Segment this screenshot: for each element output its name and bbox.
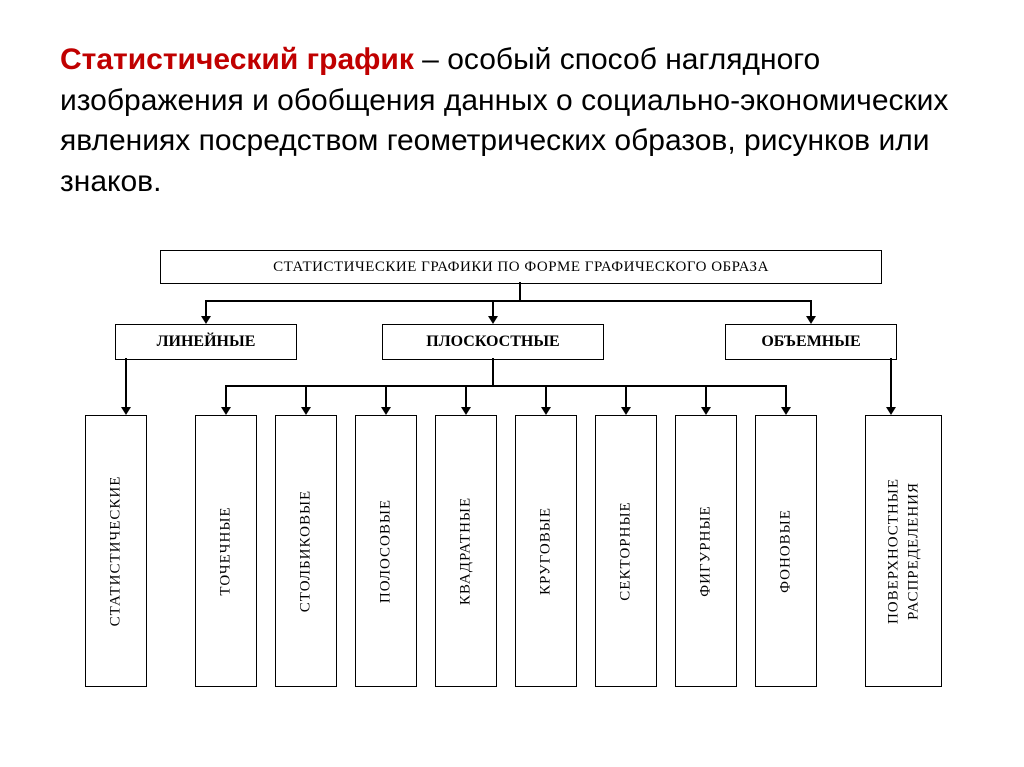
leaf-label: СТАТИСТИЧЕСКИЕ [108,476,125,627]
leaf-label: ФИГУРНЫЕ [698,505,715,596]
leaf-label: СТОЛБИКОВЫЕ [298,490,315,612]
leaf-label: КРУГОВЫЕ [538,507,555,595]
definition-heading: Статистический график – особый способ на… [60,40,970,202]
leaf-node: ПОВЕРХНОСТНЫЕ РАСПРЕДЕЛЕНИЯ [865,415,942,687]
leaf-node: СТОЛБИКОВЫЕ [275,415,337,687]
connector [225,385,785,387]
connector [625,385,627,407]
definition-term: Статистический график [60,43,414,76]
leaf-node: СЕКТОРНЫЕ [595,415,657,687]
connector [705,385,707,407]
leaf-node: КРУГОВЫЕ [515,415,577,687]
tree-diagram: СТАТИСТИЧЕСКИЕ ГРАФИКИ ПО ФОРМЕ ГРАФИЧЕС… [85,250,955,730]
leaf-node: ФИГУРНЫЕ [675,415,737,687]
arrow-head-icon [621,407,631,415]
leaf-node: ПОЛОСОВЫЕ [355,415,417,687]
node-planar: ПЛОСКОСТНЫЕ [382,324,604,360]
connector [890,358,892,407]
arrow-head-icon [781,407,791,415]
leaf-label: ПОЛОСОВЫЕ [378,499,395,603]
root-node: СТАТИСТИЧЕСКИЕ ГРАФИКИ ПО ФОРМЕ ГРАФИЧЕС… [160,250,882,284]
leaf-label: КВАДРАТНЫЕ [458,497,475,605]
connector [492,300,494,316]
arrow-head-icon [221,407,231,415]
leaf-node: ТОЧЕЧНЫЕ [195,415,257,687]
arrow-head-icon [488,316,498,324]
leaf-node: ФОНОВЫЕ [755,415,817,687]
connector [810,300,812,316]
arrow-head-icon [806,316,816,324]
leaf-label: ФОНОВЫЕ [778,509,795,593]
connector [545,385,547,407]
connector [125,358,127,407]
connector [225,385,227,407]
leaf-node: СТАТИСТИЧЕСКИЕ [85,415,147,687]
connector [385,385,387,407]
node-linear: ЛИНЕЙНЫЕ [115,324,297,360]
leaf-label: ПОВЕРХНОСТНЫЕ РАСПРЕДЕЛЕНИЯ [884,478,923,624]
leaf-label: ТОЧЕЧНЫЕ [218,506,235,595]
connector [785,385,787,407]
connector [492,358,494,385]
arrow-head-icon [701,407,711,415]
arrow-head-icon [886,407,896,415]
connector [305,385,307,407]
connector [465,385,467,407]
arrow-head-icon [381,407,391,415]
connector [205,300,207,316]
node-volume: ОБЪЕМНЫЕ [725,324,897,360]
connector [205,300,810,302]
arrow-head-icon [121,407,131,415]
connector [519,282,521,300]
arrow-head-icon [201,316,211,324]
arrow-head-icon [301,407,311,415]
leaf-node: КВАДРАТНЫЕ [435,415,497,687]
arrow-head-icon [541,407,551,415]
leaf-label: СЕКТОРНЫЕ [618,501,635,600]
arrow-head-icon [461,407,471,415]
